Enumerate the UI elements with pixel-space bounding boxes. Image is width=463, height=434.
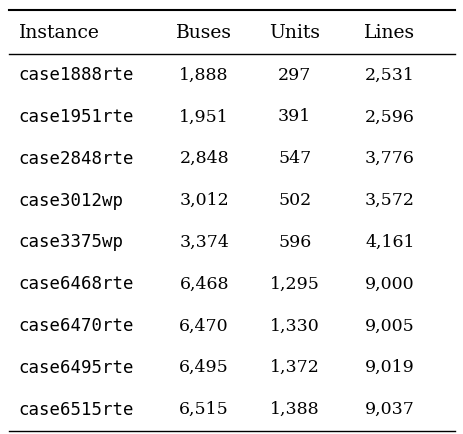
- Text: 391: 391: [277, 108, 311, 125]
- Text: 2,596: 2,596: [364, 108, 414, 125]
- Text: 1,295: 1,295: [269, 276, 319, 293]
- Text: 3,374: 3,374: [179, 234, 229, 251]
- Text: Instance: Instance: [19, 23, 99, 42]
- Text: 547: 547: [277, 150, 311, 167]
- Text: case3375wp: case3375wp: [19, 233, 123, 251]
- Text: case6495rte: case6495rte: [19, 359, 134, 377]
- Text: 6,515: 6,515: [179, 401, 229, 418]
- Text: 502: 502: [277, 192, 311, 209]
- Text: case2848rte: case2848rte: [19, 150, 134, 168]
- Text: 3,776: 3,776: [364, 150, 414, 167]
- Text: 6,468: 6,468: [179, 276, 228, 293]
- Text: case6515rte: case6515rte: [19, 401, 134, 419]
- Text: 9,000: 9,000: [364, 276, 413, 293]
- Text: 3,012: 3,012: [179, 192, 229, 209]
- Text: 1,888: 1,888: [179, 67, 228, 84]
- Text: case6468rte: case6468rte: [19, 275, 134, 293]
- Text: Lines: Lines: [363, 23, 414, 42]
- Text: case1888rte: case1888rte: [19, 66, 134, 84]
- Text: case6470rte: case6470rte: [19, 317, 134, 335]
- Text: 2,848: 2,848: [179, 150, 228, 167]
- Text: 9,019: 9,019: [364, 359, 414, 376]
- Text: 1,330: 1,330: [269, 318, 319, 335]
- Text: 9,005: 9,005: [364, 318, 414, 335]
- Text: 9,037: 9,037: [364, 401, 414, 418]
- Text: 2,531: 2,531: [364, 67, 414, 84]
- Text: 6,470: 6,470: [179, 318, 228, 335]
- Text: 1,951: 1,951: [179, 108, 229, 125]
- Text: 3,572: 3,572: [364, 192, 414, 209]
- Text: 4,161: 4,161: [364, 234, 413, 251]
- Text: Units: Units: [269, 23, 319, 42]
- Text: Buses: Buses: [176, 23, 232, 42]
- Text: 1,388: 1,388: [269, 401, 319, 418]
- Text: 6,495: 6,495: [179, 359, 229, 376]
- Text: 596: 596: [277, 234, 311, 251]
- Text: case1951rte: case1951rte: [19, 108, 134, 126]
- Text: case3012wp: case3012wp: [19, 191, 123, 210]
- Text: 297: 297: [277, 67, 311, 84]
- Text: 1,372: 1,372: [269, 359, 319, 376]
